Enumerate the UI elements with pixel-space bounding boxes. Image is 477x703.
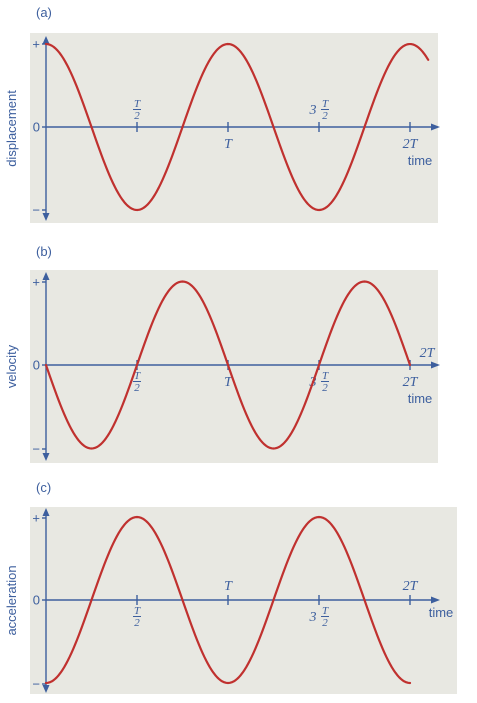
plot-background: [30, 270, 438, 463]
y-axis-label: acceleration: [4, 565, 19, 635]
x-tick-label: 2T: [403, 579, 419, 594]
x-axis-arrow: [431, 123, 440, 131]
tick-label-numerator: T: [134, 605, 141, 617]
tick-label-denominator: 2: [134, 110, 140, 122]
x-axis-label: time: [408, 153, 433, 168]
tick-label-numerator: T: [134, 98, 141, 110]
y-tick-label-plus: +: [32, 37, 40, 52]
tick-label-denominator: 2: [134, 617, 140, 629]
y-tick-label-zero: 0: [33, 358, 40, 373]
tick-label-denominator: 2: [134, 382, 140, 394]
x-tick-label: 3 T2: [309, 605, 329, 629]
tick-label-coefficient: 3: [309, 610, 317, 625]
tick-label-text: T: [224, 375, 233, 390]
y-tick-label-minus: −: [32, 442, 40, 457]
panel-letter: (a): [36, 5, 52, 20]
x-axis-label: time: [429, 605, 454, 620]
y-axis-label: displacement: [4, 90, 19, 167]
y-axis-label: velocity: [4, 344, 19, 388]
y-axis-arrow-down: [42, 453, 50, 461]
y-axis-arrow-down: [42, 213, 50, 221]
tick-label-numerator: T: [322, 98, 329, 110]
y-axis-arrow-up: [42, 36, 50, 44]
x-tick-label: 2T: [403, 137, 419, 152]
y-axis-arrow-down: [42, 685, 50, 693]
tick-label-numerator: T: [322, 370, 329, 382]
y-tick-label-plus: +: [32, 275, 40, 290]
y-axis-arrow-up: [42, 508, 50, 516]
series-line: [44, 280, 412, 450]
panel-letter: (c): [36, 480, 51, 495]
series-line: [44, 515, 412, 685]
x-tick-label: T: [224, 137, 233, 152]
y-tick-label-plus: +: [32, 511, 40, 526]
x-tick-label: 3 T2: [309, 98, 329, 122]
tick-label-denominator: 2: [322, 382, 328, 394]
x-axis-arrow: [431, 361, 440, 369]
series-line: [44, 42, 430, 212]
tick-label-text: T: [224, 579, 233, 594]
x-tick-label: 2T: [403, 375, 419, 390]
x-axis-extra-label: 2T: [420, 346, 436, 361]
tick-label-numerator: T: [134, 370, 141, 382]
x-axis-label: time: [408, 391, 433, 406]
x-axis-arrow: [431, 596, 440, 604]
tick-label-numerator: T: [322, 605, 329, 617]
x-tick-label: T2: [133, 98, 141, 122]
x-tick-label: T2: [133, 370, 141, 394]
x-tick-label: T2: [133, 605, 141, 629]
tick-label-denominator: 2: [322, 110, 328, 122]
x-tick-label: T: [224, 375, 233, 390]
y-axis-arrow-up: [42, 272, 50, 280]
tick-label-text: T: [224, 137, 233, 152]
tick-label-text: 2T: [403, 579, 419, 594]
y-tick-label-zero: 0: [33, 120, 40, 135]
y-tick-label-minus: −: [32, 203, 40, 218]
panel-letter: (b): [36, 244, 52, 259]
tick-label-coefficient: 3: [309, 103, 317, 118]
x-tick-label: T: [224, 579, 233, 594]
y-tick-label-minus: −: [32, 677, 40, 692]
tick-label-text: 2T: [403, 375, 419, 390]
y-tick-label-zero: 0: [33, 593, 40, 608]
plot-background: [30, 33, 438, 223]
tick-label-text: 2T: [403, 137, 419, 152]
tick-label-denominator: 2: [322, 617, 328, 629]
